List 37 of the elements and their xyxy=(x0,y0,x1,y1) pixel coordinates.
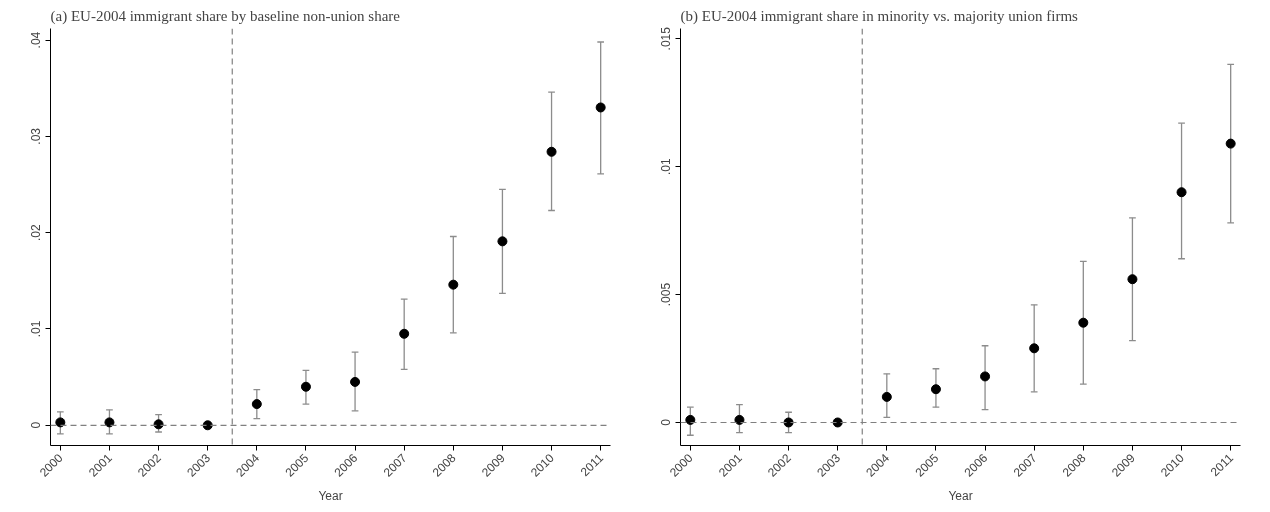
point xyxy=(734,414,745,425)
point xyxy=(1225,138,1236,149)
y-tick-label: .005 xyxy=(659,282,674,307)
point xyxy=(546,146,557,157)
y-tick-label: .04 xyxy=(29,31,44,49)
point xyxy=(399,328,410,339)
point xyxy=(497,236,508,247)
y-tick-label: .015 xyxy=(659,26,674,51)
point xyxy=(300,381,311,392)
point xyxy=(685,414,696,425)
point xyxy=(202,420,213,431)
point xyxy=(251,399,262,410)
y-tick-label: .02 xyxy=(29,224,44,242)
y-tick-label: .03 xyxy=(29,127,44,145)
chart-title: (b) EU-2004 immigrant share in minority vs. majority union firms xyxy=(680,7,1079,25)
point xyxy=(1029,343,1040,354)
x-axis-title: Year xyxy=(948,488,973,503)
y-tick-label: 0 xyxy=(29,421,44,429)
point xyxy=(595,102,606,113)
point xyxy=(1176,187,1187,198)
point xyxy=(930,384,941,395)
y-tick-label: .01 xyxy=(29,320,44,338)
point xyxy=(832,417,843,428)
point xyxy=(448,279,459,290)
point xyxy=(153,419,164,430)
point xyxy=(1127,274,1138,285)
point xyxy=(1078,317,1089,328)
point xyxy=(980,371,991,382)
point xyxy=(783,417,794,428)
y-tick-label: .01 xyxy=(659,157,674,175)
point xyxy=(881,391,892,402)
point xyxy=(104,417,115,428)
chart-title: (a) EU-2004 immigrant share by baseline non-union share xyxy=(50,7,401,25)
x-axis-title: Year xyxy=(318,488,343,503)
point xyxy=(350,376,361,387)
point xyxy=(55,417,66,428)
y-tick-label: 0 xyxy=(659,418,674,426)
